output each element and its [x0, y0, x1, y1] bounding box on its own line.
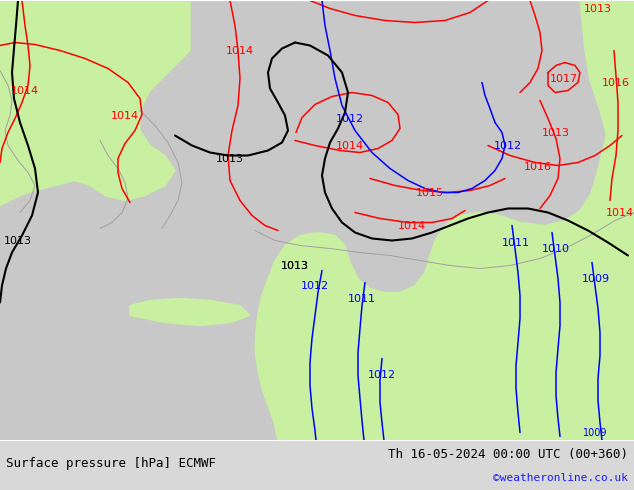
Text: 1014: 1014 — [111, 111, 139, 121]
Text: 1012: 1012 — [336, 114, 364, 123]
Text: 1013: 1013 — [542, 127, 570, 138]
Text: 1015: 1015 — [416, 188, 444, 197]
Text: 1010: 1010 — [542, 244, 570, 253]
Text: 1012: 1012 — [368, 370, 396, 381]
Text: 1016: 1016 — [602, 77, 630, 88]
Text: 1013: 1013 — [281, 261, 309, 270]
Text: 1014: 1014 — [226, 46, 254, 55]
Text: Th 16-05-2024 00:00 UTC (00+360): Th 16-05-2024 00:00 UTC (00+360) — [387, 448, 628, 461]
Text: 1012: 1012 — [301, 280, 329, 291]
Text: 1016: 1016 — [524, 162, 552, 172]
Polygon shape — [530, 375, 570, 395]
Text: 1017: 1017 — [550, 74, 578, 83]
Polygon shape — [190, 0, 634, 441]
Text: 1009: 1009 — [583, 427, 607, 438]
Text: 1014: 1014 — [336, 141, 364, 150]
Text: 1014: 1014 — [606, 207, 634, 218]
Text: 1011: 1011 — [348, 294, 376, 303]
Text: 1013: 1013 — [281, 261, 309, 270]
Text: 1013: 1013 — [584, 3, 612, 14]
Text: 1012: 1012 — [494, 141, 522, 150]
Text: 1013: 1013 — [4, 236, 32, 245]
Text: 1011: 1011 — [502, 238, 530, 247]
Text: 1014: 1014 — [11, 85, 39, 96]
Text: 1014: 1014 — [398, 220, 426, 230]
Polygon shape — [130, 298, 250, 325]
Text: 1009: 1009 — [582, 273, 610, 284]
Text: ©weatheronline.co.uk: ©weatheronline.co.uk — [493, 473, 628, 483]
Polygon shape — [580, 0, 634, 441]
Polygon shape — [450, 328, 520, 350]
Text: Surface pressure [hPa] ECMWF: Surface pressure [hPa] ECMWF — [6, 457, 216, 469]
Text: 1013: 1013 — [216, 153, 244, 164]
Polygon shape — [0, 0, 190, 205]
